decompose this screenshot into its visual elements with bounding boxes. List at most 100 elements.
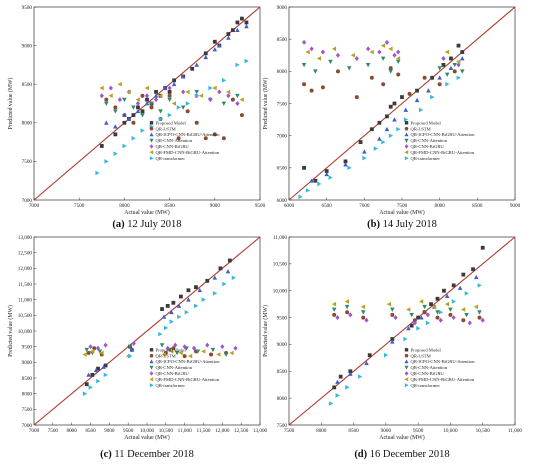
data-point <box>167 97 172 103</box>
data-point <box>451 283 456 288</box>
data-point <box>416 326 421 331</box>
legend-marker <box>404 377 409 382</box>
data-point <box>194 93 200 99</box>
series-qr-lstm <box>332 310 482 323</box>
data-point <box>209 352 214 357</box>
data-point <box>435 315 440 320</box>
series-qr-cnn-attention <box>301 56 465 77</box>
y-axis-label: Predicted value (MW) <box>7 305 14 357</box>
data-point <box>95 170 100 176</box>
data-point <box>88 385 93 390</box>
data-point <box>388 66 393 71</box>
data-point <box>409 323 414 328</box>
data-point <box>180 74 186 79</box>
data-point <box>331 301 337 307</box>
data-point <box>140 128 145 133</box>
data-point <box>388 104 393 109</box>
data-point <box>227 258 232 263</box>
data-point <box>412 320 418 326</box>
data-point <box>174 351 180 356</box>
data-point <box>343 162 348 167</box>
data-point <box>320 85 325 90</box>
data-point <box>415 88 419 93</box>
data-point <box>176 136 181 141</box>
data-point <box>99 93 104 99</box>
data-point <box>205 342 210 348</box>
data-point <box>422 310 427 315</box>
y-tick-label: 10,500 <box>18 313 33 319</box>
y-tick-label: 9000 <box>22 43 33 49</box>
legend: Proposed ModelQR-LSTMQR-ICPO-CNN-BiGRU-A… <box>149 120 220 161</box>
data-point <box>235 20 240 25</box>
data-point <box>365 63 371 68</box>
y-axis-label: Predicted value (MW) <box>262 78 269 130</box>
data-point <box>344 304 350 310</box>
data-point <box>309 88 314 93</box>
data-point <box>165 304 170 308</box>
data-point <box>203 136 208 141</box>
legend-label: QR-transformer <box>156 383 186 388</box>
y-tick-label: 7000 <box>22 423 33 429</box>
data-point <box>113 105 118 110</box>
data-point <box>220 344 225 350</box>
data-point <box>88 344 93 350</box>
legend-marker <box>149 138 154 143</box>
data-point <box>117 81 122 87</box>
legend-marker <box>149 359 154 364</box>
data-point <box>230 28 235 33</box>
data-point <box>161 352 166 357</box>
legend-label: QR-ICPO-CNN-BiGRU-Attention <box>411 359 476 364</box>
series-qr-transformer <box>329 283 482 406</box>
data-point <box>360 304 366 310</box>
data-point <box>412 318 417 323</box>
data-point <box>129 347 135 352</box>
data-point <box>90 372 95 377</box>
data-point <box>403 336 408 342</box>
x-tick-label: 7000 <box>359 203 370 209</box>
data-point <box>128 353 133 359</box>
legend-marker <box>149 150 154 155</box>
data-point <box>331 46 337 52</box>
x-tick-label: 11,500 <box>196 428 210 434</box>
data-point <box>158 93 163 99</box>
data-point <box>212 39 217 44</box>
data-point <box>395 56 401 61</box>
data-point <box>348 371 353 376</box>
data-point <box>131 105 136 110</box>
data-point <box>104 120 109 125</box>
legend: Proposed ModelQR-LSTMQR-ICPO-CNN-BiGRU-A… <box>404 120 475 161</box>
data-point <box>194 62 199 67</box>
data-point <box>332 312 337 317</box>
x-tick-label: 9500 <box>255 203 266 209</box>
x-tick-label: 7500 <box>284 428 295 434</box>
data-point <box>198 93 204 99</box>
y-axis-label: Predicted value (MW) <box>262 305 269 357</box>
series-qr-fmd-cnn-bigru-attention <box>331 299 479 312</box>
data-point <box>212 85 217 91</box>
data-point <box>366 46 371 52</box>
y-tick-label: 9000 <box>277 5 288 11</box>
panel-caption: (c) 11 December 2018 <box>100 449 194 460</box>
legend-label: QR-CNN-Attention <box>411 365 448 370</box>
data-point <box>99 144 104 148</box>
data-point <box>448 65 454 71</box>
data-point <box>194 90 199 95</box>
legend-marker <box>404 150 409 155</box>
legend-marker <box>404 121 409 125</box>
x-tick-label: 9500 <box>413 428 424 434</box>
data-point <box>328 59 333 65</box>
data-point <box>305 49 310 55</box>
data-point <box>388 133 394 138</box>
y-tick-label: 11,000 <box>18 297 32 303</box>
data-point <box>177 314 182 320</box>
data-point <box>144 101 150 106</box>
data-point <box>99 85 104 91</box>
data-point <box>217 43 222 48</box>
legend-marker <box>404 126 409 131</box>
data-point <box>347 165 352 171</box>
series-qr-cnn-attention <box>84 343 229 357</box>
data-point <box>367 353 372 358</box>
series-qr-fmd-cnn-bigru-attention <box>305 43 461 64</box>
data-point <box>369 127 374 132</box>
y-tick-label: 8000 <box>277 69 288 75</box>
